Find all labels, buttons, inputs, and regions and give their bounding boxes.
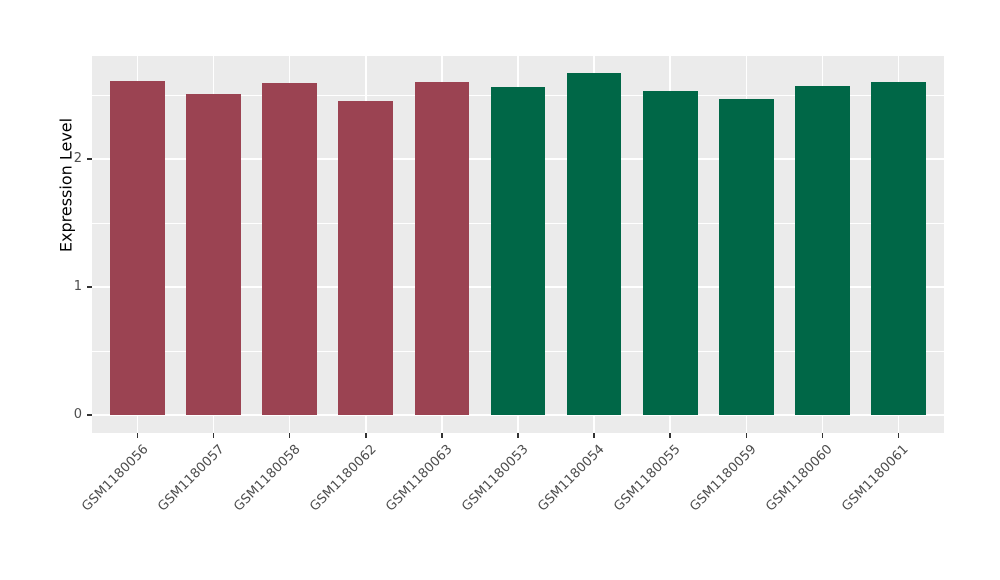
x-tick-mark <box>136 433 139 438</box>
y-tick-mark <box>87 158 92 160</box>
bar-GSM1180057 <box>186 93 242 415</box>
y-tick-mark <box>87 286 92 288</box>
x-tick-mark <box>441 433 443 438</box>
y-tick-label: 2 <box>73 151 82 166</box>
bar-GSM1180054 <box>566 73 622 415</box>
y-axis-title: Expression Level <box>56 118 76 253</box>
x-tick-mark <box>593 433 595 438</box>
y-tick-label: 0 <box>73 407 82 422</box>
bar-GSM1180062 <box>338 101 394 415</box>
x-tick-mark <box>289 433 291 438</box>
y-tick-mark <box>87 414 92 416</box>
x-tick-mark <box>517 433 519 438</box>
x-tick-mark <box>821 433 823 438</box>
plot-panel <box>92 56 944 433</box>
x-tick-mark <box>897 433 900 438</box>
bar-GSM1180055 <box>642 91 698 415</box>
y-tick-label: 1 <box>73 279 82 294</box>
bar-GSM1180053 <box>490 87 546 415</box>
x-tick-mark <box>745 433 747 438</box>
bar-GSM1180058 <box>262 83 318 415</box>
bar-GSM1180056 <box>110 80 166 415</box>
x-tick-mark <box>669 433 671 438</box>
bar-GSM1180059 <box>718 98 774 415</box>
bar-GSM1180063 <box>414 82 470 415</box>
x-tick-mark <box>213 433 215 438</box>
bar-GSM1180060 <box>794 86 850 415</box>
bar-GSM1180061 <box>870 82 926 415</box>
x-tick-mark <box>365 433 367 438</box>
